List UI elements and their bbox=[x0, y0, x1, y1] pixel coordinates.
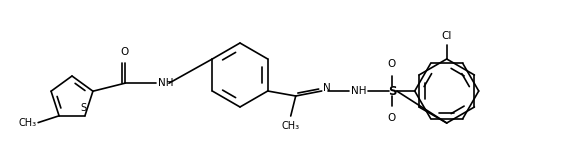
Text: NH: NH bbox=[158, 78, 173, 88]
Text: Cl: Cl bbox=[441, 31, 452, 41]
Text: O: O bbox=[387, 113, 396, 123]
Text: O: O bbox=[121, 47, 129, 57]
Text: S: S bbox=[388, 85, 396, 98]
Text: CH₃: CH₃ bbox=[282, 121, 300, 131]
Text: S: S bbox=[81, 103, 87, 113]
Text: NH: NH bbox=[350, 86, 366, 96]
Text: CH₃: CH₃ bbox=[18, 118, 36, 128]
Text: N: N bbox=[323, 83, 331, 93]
Text: O: O bbox=[387, 59, 396, 69]
